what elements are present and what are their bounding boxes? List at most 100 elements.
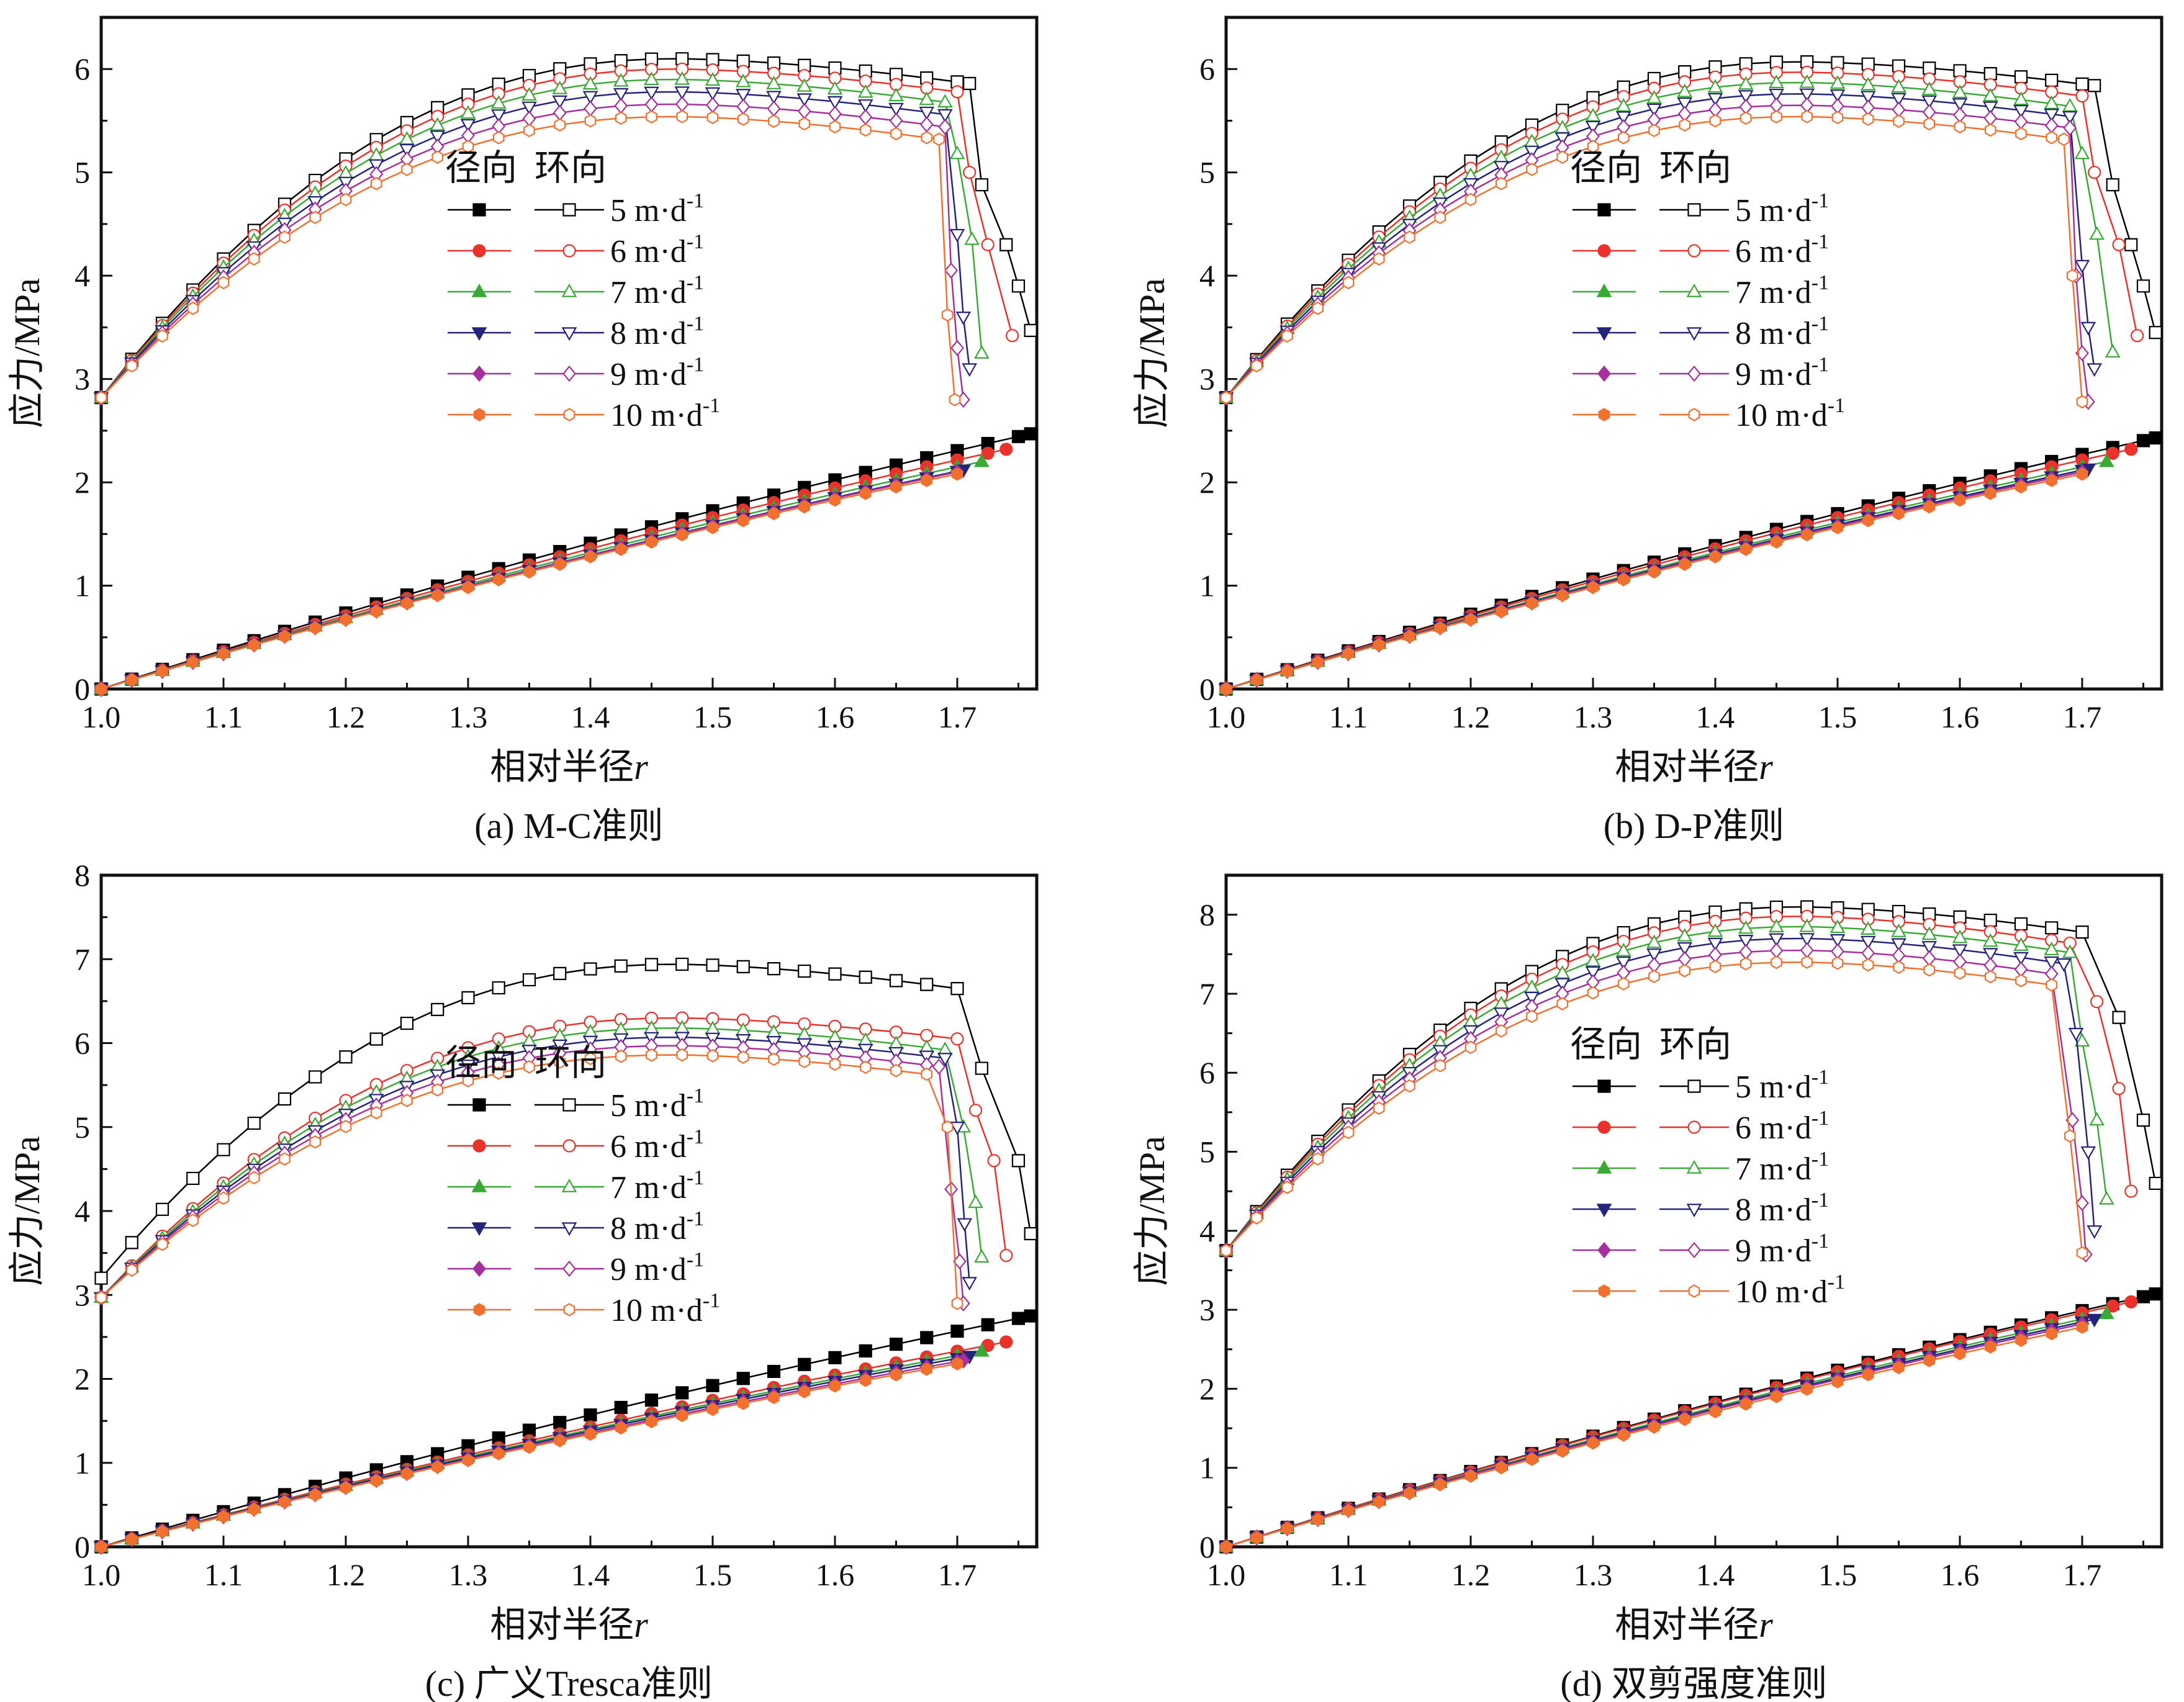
radial-point [706,521,719,534]
y-tick-label: 7 [74,942,90,976]
radial-point [1220,682,1232,696]
hoop-point [217,1143,230,1156]
hoop-point [920,978,934,991]
hoop-point [1220,1243,1232,1258]
hoop-point [1952,84,1968,99]
radial-point [1526,597,1538,610]
x-axis-title-text: 相对半径 [490,747,634,787]
x-axis-title: 相对半径r [490,1605,648,1645]
hoop-point [937,109,953,123]
radial-point [1342,647,1355,660]
hoop-point [706,53,720,66]
hoop-point [890,1064,902,1078]
hoop-point [1709,114,1721,128]
hoop-point [1952,944,1968,958]
hoop-point [1312,1152,1324,1166]
hoop-point [2066,269,2078,282]
hoop-point [1862,112,1874,126]
radial-point [2099,1305,2114,1320]
hoop-point [1250,1211,1263,1225]
radial-point [1373,1495,1385,1509]
hoop-point [921,1067,933,1081]
radial-point [554,557,566,571]
hoop-point [1769,74,1784,89]
hoop-point [1708,947,1722,963]
x-axis-title-var: r [634,747,648,787]
hoop-point [963,76,977,91]
x-tick-label: 1.6 [1941,1557,1980,1592]
radial-point [2087,1313,2102,1328]
radial-point [523,565,535,579]
hoop-point [1861,945,1875,961]
hoop-point [1892,947,1906,964]
hoop-point [615,1049,627,1063]
hoop-point [247,1116,261,1130]
hoop-point [1921,95,1938,109]
hoop-point [644,1020,659,1034]
series-2 [1218,918,2114,1552]
x-axis-title-text: 相对半径 [1615,747,1759,787]
legend-radial-marker [472,203,486,217]
radial-point [1526,1452,1538,1466]
legend-header-hoop: 环向 [1659,148,1731,188]
hoop-line [1225,61,2157,398]
hoop-point [1799,88,1815,102]
hoop-point [2105,344,2121,358]
hoop-point [735,73,751,88]
radial-point [1893,507,1905,521]
radial-point [2076,1320,2088,1334]
hoop-point [828,967,842,981]
hoop-point [1679,964,1691,978]
radial-point [1404,629,1415,644]
legend-hoop-marker [561,327,577,341]
legend-entry-label: 9 m·d-1 [1735,353,1829,392]
x-tick-label: 1.7 [938,700,977,734]
hoop-point [798,117,811,131]
legend-entry-sup: -1 [1812,271,1829,294]
hoop-point [1740,957,1752,971]
legend-radial-marker [472,365,486,382]
x-axis-title-text: 相对半径 [490,1605,634,1645]
hoop-point [431,1002,444,1016]
legend-entry-text: 7 m·d [1735,1151,1812,1187]
hoop-point [1434,1059,1446,1073]
hoop-point [2112,1082,2126,1096]
x-axis-title-var: r [1759,1605,1773,1645]
legend-hoop-marker [1688,1284,1700,1298]
legend-entry-label: 9 m·d-1 [610,353,704,392]
hoop-point [1677,928,1693,942]
radial-point [492,572,505,587]
hoop-point [2087,363,2102,377]
legend-entry-text: 7 m·d [610,1170,687,1205]
x-tick-label: 1.3 [449,700,488,734]
hoop-point [706,110,719,125]
legend-entry-sup: -1 [1812,1189,1829,1212]
hoop-point [1586,91,1600,104]
hoop-point [1648,124,1660,138]
legend-entry-text: 8 m·d [1735,1192,1812,1228]
legend-radial-marker [472,1098,486,1112]
chart-panel-0: 1.0 1.1 1.2 1.3 1.4 1.5 1.6 1.7 0 1 2 3 4 5 6 相对半径r 应力/M… [7,16,1039,846]
legend-entry-text: 9 m·d [1735,357,1812,392]
hoop-point [2044,109,2060,123]
legend-entry-label: 8 m·d-1 [610,1207,704,1246]
hoop-point [125,359,138,373]
legend-entry-sup: -1 [687,353,704,376]
radial-point [2076,467,2088,481]
legend-hoop-marker [1687,1241,1701,1259]
hoop-point [646,110,657,124]
legend-entry-text: 5 m·d [610,193,687,228]
y-tick-label: 7 [1199,976,1215,1011]
hoop-point [613,1021,629,1035]
y-tick-label: 1 [74,569,90,603]
hoop-point [1739,902,1753,916]
hoop-point [2136,279,2150,293]
y-tick-label: 2 [74,1362,90,1397]
radial-point [1709,1405,1721,1418]
hoop-point [431,150,444,164]
plot-frame [1224,873,2164,1549]
y-tick-label: 3 [74,362,90,397]
hoop-point [857,84,873,98]
hoop-point [1892,904,1906,919]
legend-entry-label: 7 m·d-1 [1735,1148,1829,1187]
